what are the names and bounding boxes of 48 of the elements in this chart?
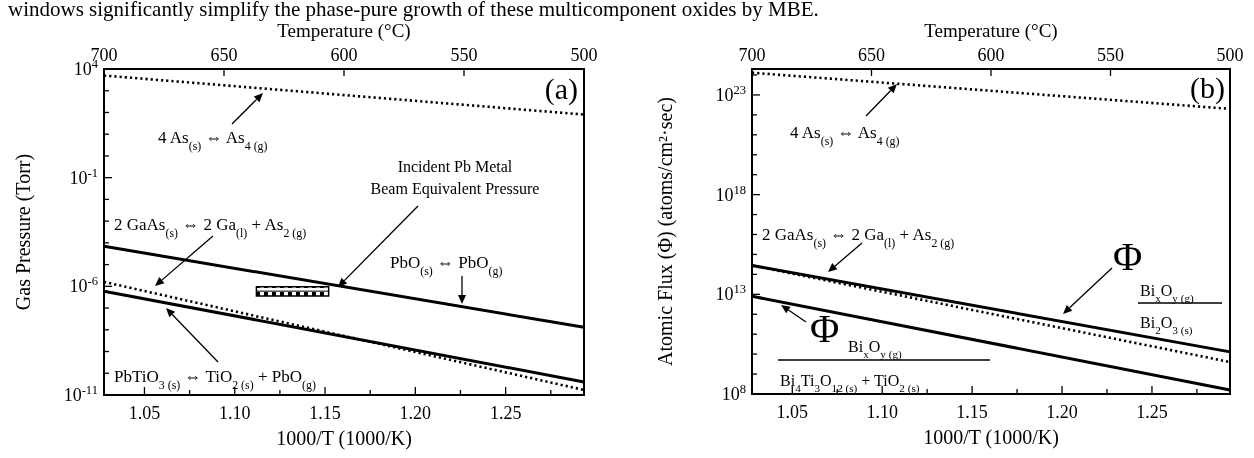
x-axis-title: 1000/T (1000/K) — [923, 426, 1059, 449]
x2-tick-label: 550 — [450, 45, 478, 65]
y-axis-title: Gas Pressure (Torr) — [12, 153, 35, 311]
x2-tick-label: 600 — [330, 45, 358, 65]
annotation: 2 GaAs$_{(s)}$ ⇔ 2 Ga$_{(l)}$ + As$_{2 (g)}$ — [114, 215, 307, 240]
annotation: (a) — [544, 72, 578, 106]
x2-tick-label: 650 — [210, 45, 238, 65]
annotation: Incident Pb Metal Beam Equivalent Pressure — [370, 158, 540, 198]
annotation: (b) — [1190, 71, 1225, 105]
y-tick-label: 10$^{8}$ — [721, 382, 746, 404]
x2-axis-title: Temperature (°C) — [277, 20, 411, 42]
x-tick-label: 1.20 — [399, 403, 432, 423]
annotation: 4 As$_{(s)}$ ⇔ As$_{4 (g)}$ — [790, 123, 900, 148]
annotation: Bi$_{x}$O$_{y (g)}$ — [1140, 282, 1194, 305]
annotation: 4 As$_{(s)}$ ⇔ As$_{4 (g)}$ — [158, 128, 268, 153]
y-axis-title: Atomic Flux (Φ) (atoms/cm²·sec) — [654, 97, 677, 366]
text: windows significantly simplify the phase-pure growth of these multicomponent oxides by MBE. — [8, 0, 819, 21]
x-axis-title: 1000/T (1000/K) — [276, 427, 412, 450]
x-tick-label: 1.15 — [956, 402, 988, 422]
x2-tick-label: 650 — [858, 45, 885, 65]
y-tick-label: 10$^{-1}$ — [69, 165, 98, 188]
x-tick-label: 1.15 — [309, 403, 341, 423]
annotation: Bi$_{4}$Ti$_{3}$O$_{12 (s)}$ + TiO$_{2 (s)}$ — [780, 372, 920, 395]
annotation: Φ — [810, 306, 840, 351]
x2-tick-label: 500 — [570, 45, 598, 65]
x-tick-label: 1.25 — [1136, 402, 1168, 422]
y-tick-label: 10$^{-11}$ — [63, 383, 98, 405]
annotation: PbO$_{(s)}$ ⇔ PbO$_{(g)}$ — [390, 253, 503, 278]
x2-tick-label: 550 — [1097, 45, 1124, 65]
x-tick-label: 1.20 — [1046, 402, 1078, 422]
x2-tick-label: 700 — [738, 45, 766, 65]
y-tick-label: 10$^{-6}$ — [69, 274, 98, 297]
x-tick-label: 1.10 — [866, 402, 898, 422]
annotation: 2 GaAs$_{(s)}$ ⇔ 2 Ga$_{(l)}$ + As$_{2 (g)}$ — [762, 225, 955, 250]
x2-tick-label: 600 — [977, 45, 1005, 65]
x2-tick-label: 500 — [1216, 45, 1244, 65]
x-tick-label: 1.05 — [128, 403, 161, 423]
y-tick-label: 10$^{23}$ — [715, 82, 746, 105]
y-tick-label: 10$^{13}$ — [715, 282, 746, 305]
annotation: Bi$_{x}$O$_{y (g)}$ — [848, 338, 902, 361]
x-tick-label: 1.25 — [489, 403, 522, 423]
annotation: Φ — [1113, 234, 1143, 279]
x-tick-label: 1.10 — [218, 403, 251, 423]
y-tick-label: 10$^{18}$ — [715, 182, 746, 205]
annotation: Bi$_{2}$O$_{3 (s)}$ — [1140, 314, 1193, 337]
x2-axis-title: Temperature (°C) — [924, 20, 1058, 42]
x-tick-label: 1.05 — [776, 402, 809, 422]
annotation: PbTiO$_{3 (s)}$ ⇔ TiO$_{2 (s)}$ + PbO$_{(g)}$ — [114, 367, 316, 392]
